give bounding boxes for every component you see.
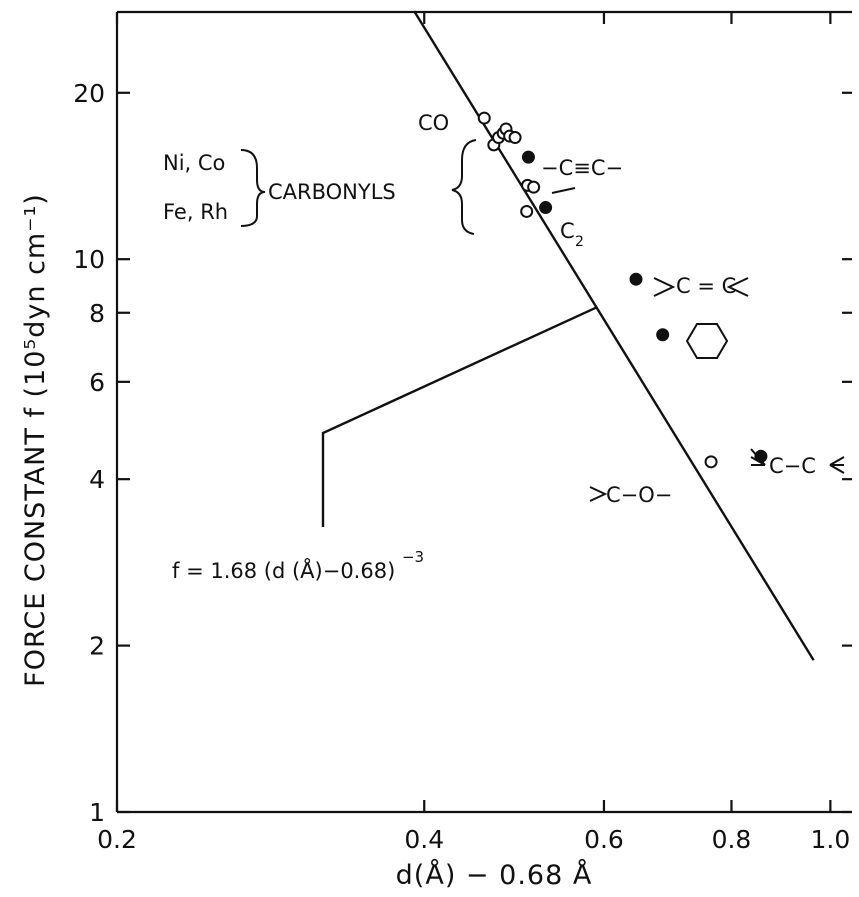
x-tick-label: 0.8 (712, 825, 752, 854)
x-axis-label: d(Å) − 0.68 Å (396, 859, 593, 891)
cc-right-bond (829, 464, 845, 474)
double-bond-right-glyph (726, 277, 749, 297)
x-tick-label: 0.4 (404, 825, 444, 854)
x-tick-label: 0.2 (97, 825, 137, 854)
data-point-open (477, 111, 491, 125)
plot-frame (115, 10, 852, 814)
benzene-hexagon-icon (685, 323, 729, 359)
metals-label-line1: Ni, Co (163, 151, 225, 175)
data-point-filled (521, 150, 535, 164)
data-point-open (527, 180, 541, 194)
co-single-bond-label: C−O− (606, 483, 672, 507)
data-point-filled (656, 328, 670, 342)
structure-glyphs (240, 139, 845, 502)
fit-equation-text: f = 1.68 (d (Å)−0.68) (172, 557, 395, 583)
c2-label: C (560, 219, 575, 243)
cc-right-bond (829, 456, 845, 466)
cc-single-bond-label: C−C (769, 454, 816, 478)
co-single-left-glyph (589, 486, 608, 502)
carbonyls-left-brace (451, 139, 477, 235)
triple-bond-label: −C≡C− (541, 156, 623, 180)
x-tick-label: 1.0 (810, 825, 850, 854)
y-tick-label: 20 (73, 79, 105, 108)
data-point-filled (539, 201, 553, 215)
y-tick-label: 4 (89, 465, 105, 494)
axis-ticks: 0.2 0.4 0.6 0.8 1.0 1 2 4 6 8 10 20 (73, 12, 852, 854)
y-tick-label: 8 (89, 299, 105, 328)
y-tick-label: 2 (89, 632, 105, 661)
metals-label-line2: Fe, Rh (163, 200, 228, 224)
y-tick-label: 1 (89, 798, 105, 827)
data-point-filled (629, 272, 643, 286)
data-points (477, 111, 768, 469)
data-point-open (508, 131, 522, 145)
fit-label-leader (321, 306, 598, 527)
c2-subscript: 2 (575, 234, 584, 250)
data-point-open (704, 455, 718, 469)
co-label: CO (418, 111, 449, 135)
carbonyls-label: CARBONYLS (268, 180, 396, 204)
double-bond-label: C = C (676, 274, 736, 298)
x-tick-label: 0.6 (584, 825, 624, 854)
cc-left-bond (750, 456, 766, 466)
cc-left-bond (750, 448, 766, 466)
fit-equation-exponent: −3 (402, 548, 424, 566)
y-tick-label: 6 (89, 368, 105, 397)
data-point-open (520, 204, 534, 218)
fit-line (413, 10, 815, 661)
y-tick-label: 10 (73, 245, 105, 274)
c2-pointer (551, 187, 576, 194)
y-axis-label: FORCE CONSTANT f (10⁵dyn cm⁻¹) (20, 193, 51, 687)
double-bond-left-glyph (653, 277, 676, 297)
carbonyls-right-brace (240, 149, 266, 227)
fit-equation-label: f = 1.68 (d (Å)−0.68) −3 (172, 548, 424, 583)
